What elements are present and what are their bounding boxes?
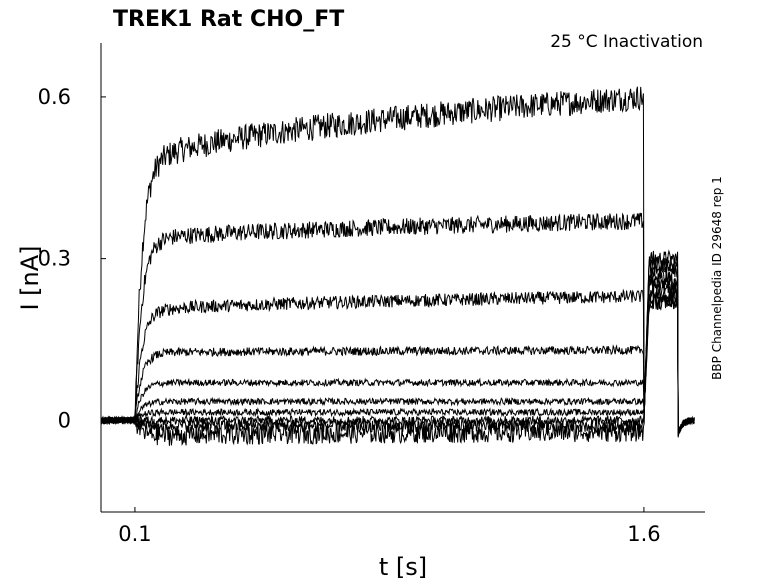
y-tick-label: 0 (58, 408, 71, 432)
side-label: BBP Channelpedia ID 29648 rep 1 (710, 176, 724, 380)
y-tick-label: 0.6 (38, 85, 71, 109)
axis-ticks: 0.1 1.6 0 0.3 0.6 (38, 85, 661, 546)
trace-line (100, 86, 695, 437)
y-axis-label: I [nA] (16, 245, 44, 310)
trace-line (100, 260, 695, 435)
y-tick-label: 0.3 (38, 247, 71, 271)
plot-area: 0.1 1.6 0 0.3 0.6 (38, 43, 705, 546)
trace-line (100, 276, 695, 434)
trace-line (100, 292, 695, 433)
x-axis-label: t [s] (379, 553, 427, 581)
trace-line (100, 282, 695, 437)
traces (100, 86, 695, 447)
chart-subtitle: 25 °C Inactivation (550, 32, 703, 52)
trace-line (100, 266, 695, 434)
trace-line (100, 293, 695, 447)
trace-line (100, 288, 695, 438)
x-tick-label: 0.1 (118, 522, 151, 546)
x-tick-label: 1.6 (627, 522, 660, 546)
chart-title: TREK1 Rat CHO_FT (113, 7, 344, 32)
trace-line (100, 212, 695, 434)
trace-line (100, 272, 695, 436)
